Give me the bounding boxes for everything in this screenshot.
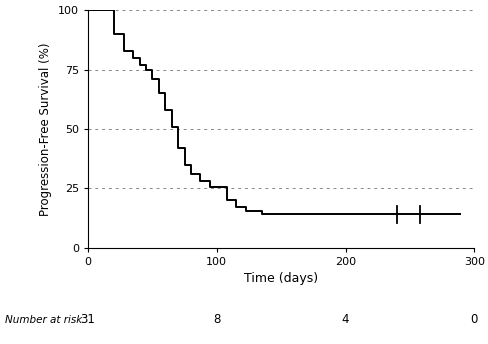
Y-axis label: Progression-Free Survival (%): Progression-Free Survival (%) <box>40 42 52 216</box>
Text: 4: 4 <box>341 313 348 326</box>
Text: 8: 8 <box>213 313 220 326</box>
X-axis label: Time (days): Time (days) <box>244 272 318 285</box>
Text: Number at risk: Number at risk <box>5 315 82 325</box>
Text: 0: 0 <box>469 313 477 326</box>
Text: 31: 31 <box>81 313 95 326</box>
